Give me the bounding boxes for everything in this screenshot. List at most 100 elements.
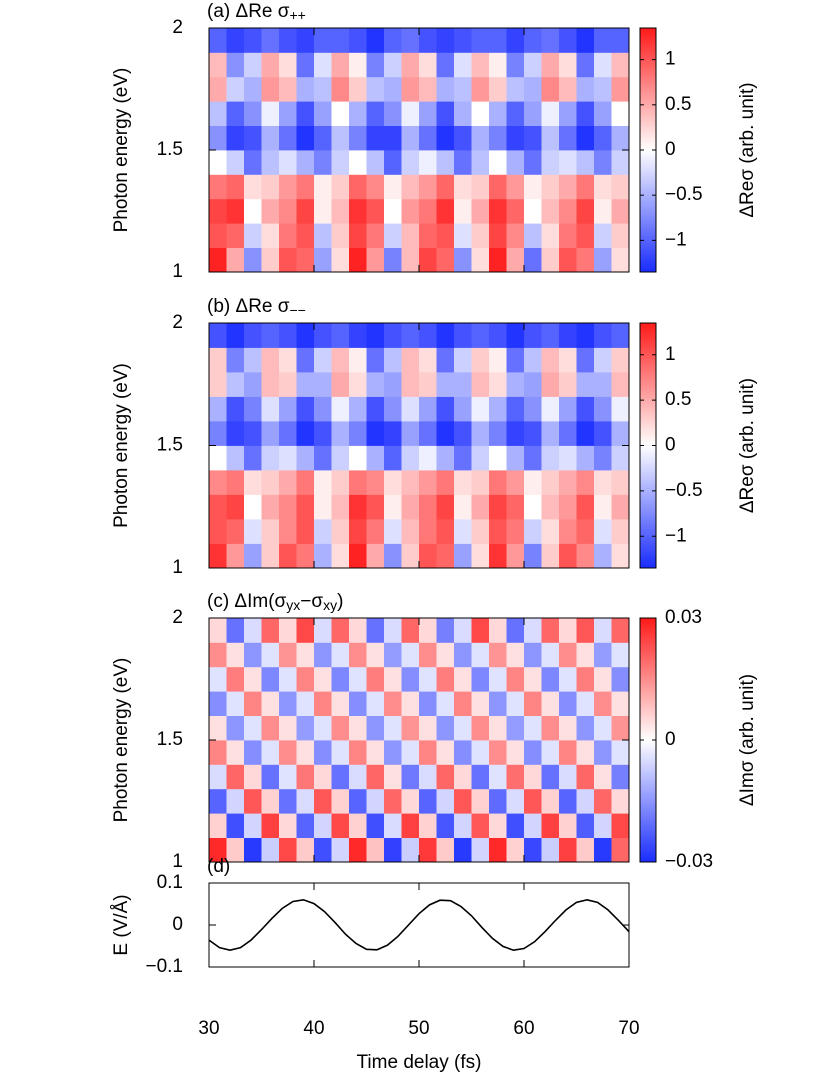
heatmap-cell: [384, 198, 402, 224]
heatmap-cell: [209, 691, 227, 716]
heatmap-cell: [209, 519, 227, 544]
heatmap-cell: [401, 691, 420, 716]
heatmap-cell: [611, 125, 630, 151]
heatmap-cell: [226, 691, 245, 716]
heatmap-cell: [244, 125, 262, 151]
heatmap-cell: [489, 150, 507, 175]
heatmap-cell: [419, 445, 437, 471]
title-subscript: xy: [323, 597, 337, 613]
heatmap-cell: [594, 813, 612, 838]
heatmap-cell: [261, 372, 280, 397]
title-text: ): [337, 591, 343, 612]
heatmap-cell: [611, 494, 630, 520]
heatmap-cell: [366, 76, 385, 102]
heatmap-cell: [454, 125, 472, 151]
heatmap-cell: [349, 740, 367, 765]
heatmap-cell: [261, 421, 280, 446]
heatmap-cell: [594, 347, 612, 373]
heatmap-cell: [209, 740, 227, 765]
heatmap-cell: [559, 347, 577, 373]
heatmap-cell: [296, 125, 315, 151]
heatmap-cell: [401, 174, 420, 200]
heatmap-cell: [524, 764, 542, 790]
heatmap-cell: [349, 347, 367, 373]
heatmap-cell: [489, 813, 507, 838]
heatmap-cell: [226, 125, 245, 151]
heatmap-cell: [611, 715, 630, 741]
colorbar-tick-label: 0.5: [665, 94, 691, 115]
heatmap-cell: [436, 52, 455, 78]
heatmap-cell: [471, 618, 490, 643]
heatmap-cell: [244, 421, 262, 446]
heatmap-cell: [506, 715, 525, 741]
heatmap-cell: [226, 198, 245, 224]
heatmap-cell: [244, 445, 262, 471]
heatmap-cell: [244, 223, 262, 248]
heatmap-cell: [331, 396, 350, 422]
title-subscript: yx: [286, 597, 300, 613]
heatmap-cell: [576, 76, 595, 102]
heatmap-cell: [244, 52, 262, 78]
heatmap-cell: [559, 174, 577, 200]
heatmap-cell: [576, 174, 595, 200]
y-tick-label: 1.5: [157, 435, 183, 456]
heatmap-cell: [524, 198, 542, 224]
y-axis-label: Photon energy (eV): [111, 68, 132, 233]
heatmap-cell: [524, 494, 542, 520]
heatmap-cell: [279, 618, 297, 643]
heatmap-cell: [314, 347, 332, 373]
heatmap-cell: [331, 347, 350, 373]
heatmap-cell: [436, 421, 455, 446]
heatmap-cell: [506, 125, 525, 151]
heatmap-cell: [209, 642, 227, 668]
heatmap-cell: [454, 150, 472, 175]
heatmap-cell: [331, 715, 350, 741]
heatmap-cell: [471, 445, 490, 471]
heatmap-cell: [331, 445, 350, 471]
title-text: −σ: [300, 591, 323, 612]
heatmap-cell: [419, 740, 437, 765]
heatmap-cell: [524, 642, 542, 668]
heatmap-cell: [576, 666, 595, 692]
heatmap-cell: [226, 764, 245, 790]
heatmap-cell: [611, 691, 630, 716]
heatmap-cell: [209, 125, 227, 151]
heatmap-cell: [279, 642, 297, 668]
heatmap-cell: [506, 421, 525, 446]
colorbar-tick-label: 1: [665, 344, 676, 365]
heatmap-cell: [524, 421, 542, 446]
heatmap-cell: [471, 813, 490, 838]
heatmap-cell: [471, 470, 490, 495]
heatmap-cell: [244, 642, 262, 668]
heatmap-cell: [349, 519, 367, 544]
heatmap-cell: [489, 642, 507, 668]
heatmap-cell: [576, 543, 595, 569]
heatmap-cell: [524, 666, 542, 692]
heatmap-cell: [314, 764, 332, 790]
heatmap-cell: [226, 150, 245, 175]
heatmap-cell: [209, 198, 227, 224]
heatmap-cell: [314, 52, 332, 78]
heatmap-cell: [506, 788, 525, 814]
heatmap-cell: [489, 76, 507, 102]
heatmap-cell: [506, 666, 525, 692]
heatmap-cell: [541, 421, 560, 446]
heatmap-cell: [594, 494, 612, 520]
heatmap-cell: [576, 396, 595, 422]
heatmap-cell: [471, 740, 490, 765]
heatmap-cell: [384, 76, 402, 102]
heatmap-cell: [296, 421, 315, 446]
heatmap-cell: [559, 519, 577, 544]
heatmap-cell: [489, 666, 507, 692]
heatmap-cell: [436, 691, 455, 716]
heatmap-cell: [471, 666, 490, 692]
heatmap-cell: [541, 28, 560, 53]
heatmap-cell: [454, 691, 472, 716]
heatmap-cell: [314, 666, 332, 692]
heatmap-cell: [209, 421, 227, 446]
y-axis-label: Photon energy (eV): [111, 658, 132, 823]
heatmap-cell: [244, 470, 262, 495]
heatmap-cell: [419, 150, 437, 175]
y-tick-label: 1.5: [157, 729, 183, 750]
